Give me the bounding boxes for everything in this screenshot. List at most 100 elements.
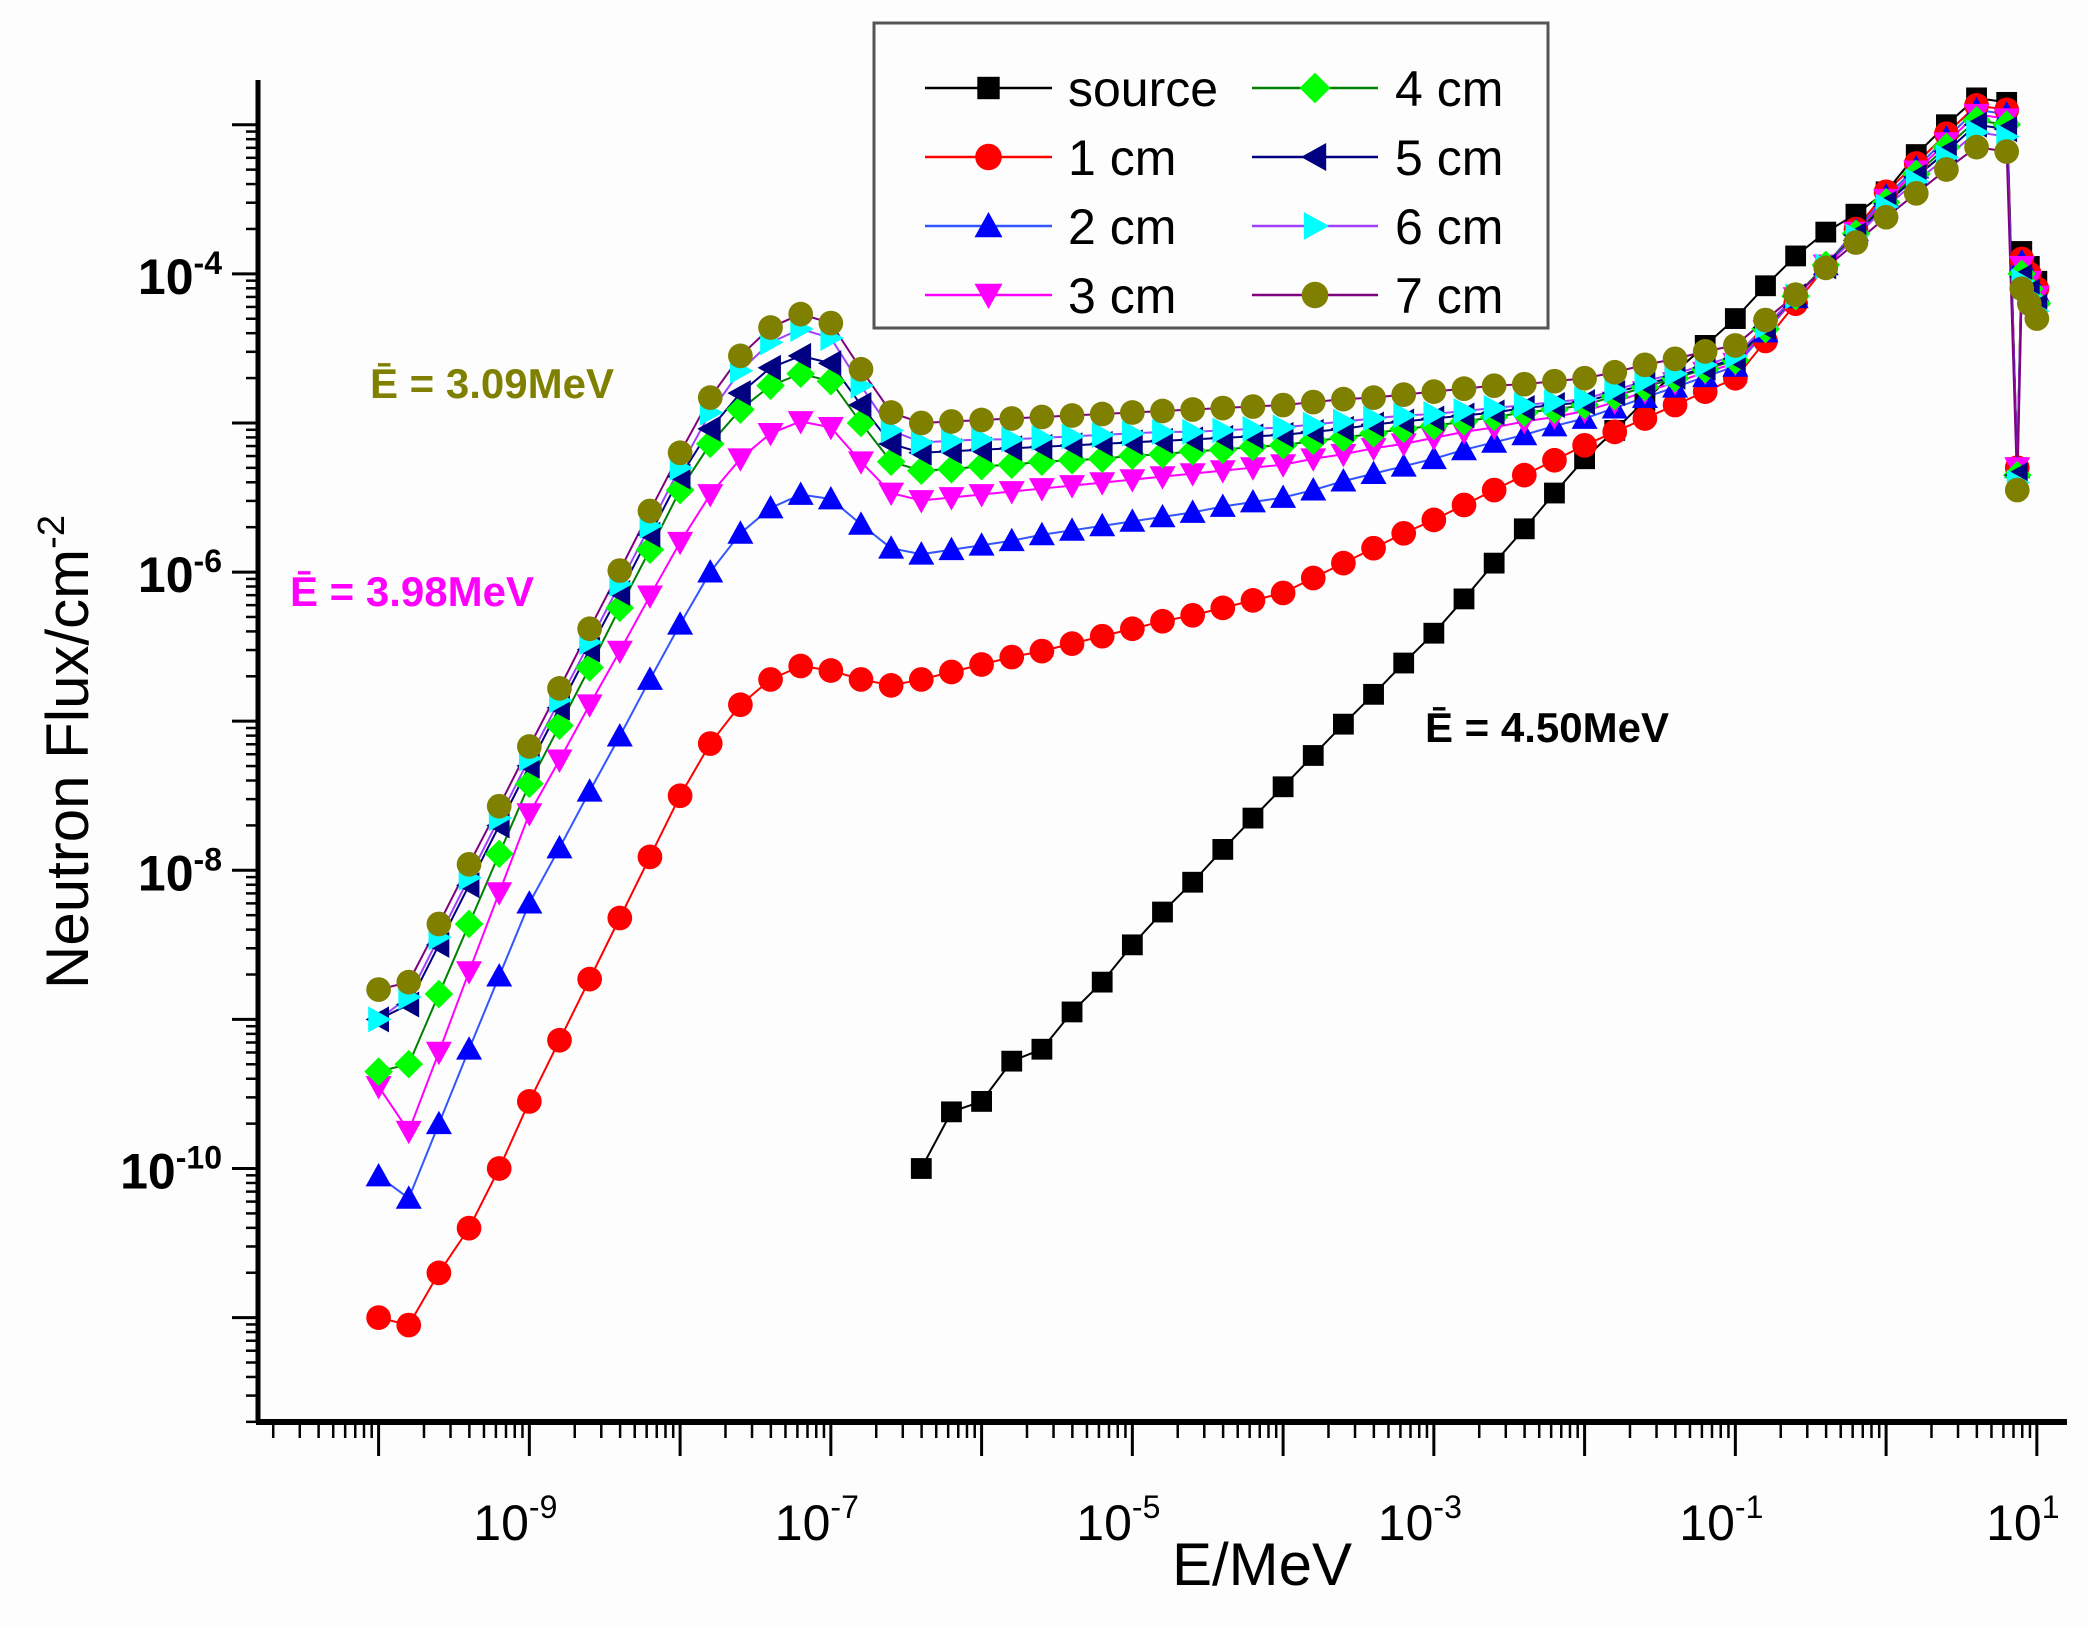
data-point-7-cm <box>1481 373 1507 399</box>
data-point-1-cm <box>667 783 693 809</box>
data-point-2-cm <box>878 535 905 559</box>
x-tick-label-exponent: -1 <box>1735 1489 1763 1525</box>
data-point-7-cm <box>1270 392 1296 418</box>
data-point-7-cm <box>607 558 633 583</box>
data-point-2-cm <box>516 890 543 914</box>
data-point-7-cm <box>1180 397 1205 422</box>
x-tick-label-exponent: -5 <box>1132 1489 1160 1525</box>
data-point-7-cm <box>1331 386 1356 412</box>
data-point-2-cm <box>636 666 663 690</box>
data-point-7-cm <box>969 407 994 433</box>
data-point-7-cm <box>426 911 452 937</box>
data-point-3-cm <box>1270 454 1297 478</box>
data-point-2-cm <box>546 834 573 859</box>
data-point-6-cm <box>1242 415 1266 442</box>
data-point-2-cm <box>1059 517 1086 541</box>
data-point-3-cm <box>546 749 573 773</box>
data-point-6-cm <box>1121 420 1146 447</box>
data-point-2-cm <box>1330 468 1357 492</box>
x-tick-label-base: 10 <box>1679 1495 1735 1551</box>
data-point-source <box>971 1091 992 1112</box>
data-point-6-cm <box>1061 423 1086 450</box>
y-axis-title-main: Neutron Flux/cm <box>34 549 101 989</box>
y-tick-label: 10-8 <box>138 841 222 901</box>
data-point-2-cm <box>1360 460 1387 485</box>
data-point-7-cm <box>1451 376 1477 402</box>
data-point-3-cm <box>787 411 814 435</box>
x-tick-label: 10-1 <box>1679 1489 1763 1551</box>
data-point-4-cm <box>967 451 996 481</box>
data-point-7-cm <box>818 310 844 336</box>
legend-items: source 1 cm 2 cm 3 cm 4 cm 5 cm 6 cm 7 cm <box>925 61 1503 324</box>
data-point-source <box>1423 622 1445 644</box>
data-point-7-cm <box>1210 395 1236 421</box>
data-point-7-cm <box>1120 400 1145 425</box>
legend-box <box>872 21 1550 330</box>
data-point-3-cm <box>727 448 754 472</box>
data-point-3-cm <box>425 1041 452 1066</box>
x-tick-label-base: 10 <box>1378 1495 1434 1551</box>
data-point-3-cm <box>365 1076 392 1100</box>
data-point-6-cm <box>1031 424 1055 451</box>
data-point-7-cm <box>1059 403 1085 428</box>
data-point-3-cm <box>1179 463 1206 487</box>
x-tick-label-exponent: -3 <box>1433 1489 1461 1525</box>
data-point-1-cm <box>1240 588 1266 613</box>
data-point-2-cm <box>486 963 513 987</box>
data-point-2-cm <box>1451 436 1477 461</box>
x-tick-label-exponent: -7 <box>830 1489 858 1525</box>
data-point-4-cm <box>1118 441 1147 471</box>
data-point-1-cm <box>577 966 603 992</box>
data-point-1-cm <box>818 658 844 683</box>
data-point-3-cm <box>1390 433 1417 457</box>
y-tick-label-exponent: -4 <box>194 245 223 281</box>
data-point-2-cm <box>968 532 995 556</box>
data-point-source <box>1483 552 1505 574</box>
data-point-source <box>1061 1001 1083 1023</box>
data-point-1-cm <box>1511 462 1537 488</box>
legend-label-5-cm: 5 cm <box>1395 130 1503 186</box>
data-point-7-cm <box>667 440 693 466</box>
data-point-source <box>1272 776 1294 798</box>
legend-marker-4-cm <box>1299 72 1331 104</box>
data-point-source <box>1544 482 1565 504</box>
data-point-source <box>1785 245 1807 267</box>
data-point-1-cm <box>366 1305 391 1330</box>
data-point-source <box>1513 518 1535 540</box>
data-point-3-cm <box>757 422 784 447</box>
data-point-4-cm <box>454 909 484 939</box>
data-point-7-cm <box>1753 307 1778 333</box>
data-point-6-cm <box>1001 426 1025 453</box>
data-point-4-cm <box>394 1049 424 1079</box>
x-tick-label: 101 <box>1986 1489 2059 1551</box>
data-point-source <box>1333 713 1354 735</box>
legend-label-2-cm: 2 cm <box>1068 199 1176 255</box>
data-point-1-cm <box>607 905 633 931</box>
data-point-3-cm <box>968 484 995 508</box>
data-point-7-cm <box>1602 359 1628 385</box>
data-point-2-cm <box>848 511 874 535</box>
data-point-1-cm <box>728 692 753 718</box>
data-point-3-cm <box>1059 475 1086 499</box>
data-point-6-cm <box>1574 386 1598 413</box>
data-point-6-cm <box>1393 402 1417 429</box>
data-point-7-cm <box>1572 365 1597 391</box>
data-point-2-cm <box>1420 445 1447 470</box>
data-point-6-cm <box>1544 389 1568 416</box>
data-point-7-cm <box>2004 477 2030 503</box>
data-point-source <box>1212 839 1234 860</box>
data-point-7-cm <box>1723 333 1748 358</box>
data-point-2-cm <box>908 541 935 565</box>
data-point-2-cm <box>1481 429 1508 453</box>
data-point-source <box>1302 745 1324 766</box>
x-tick-label-exponent: -9 <box>529 1489 557 1525</box>
data-point-source <box>1815 221 1837 243</box>
data-point-4-cm <box>846 408 876 438</box>
data-point-6-cm <box>1272 414 1297 441</box>
data-point-1-cm <box>426 1260 452 1286</box>
data-point-source <box>1242 807 1264 829</box>
data-point-6-cm <box>1182 418 1206 445</box>
data-point-3-cm <box>667 531 694 556</box>
data-point-source <box>1363 683 1384 705</box>
annotation-7cm-mean-energy: Ē = 3.09MeV <box>370 360 614 407</box>
